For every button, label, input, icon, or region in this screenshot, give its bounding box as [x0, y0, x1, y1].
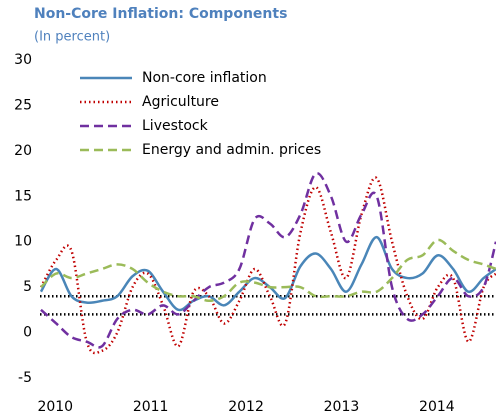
y-tick-label: 30	[14, 52, 32, 68]
legend-label: Agriculture	[142, 94, 219, 110]
legend-label: Livestock	[142, 118, 209, 134]
chart-subtitle: (In percent)	[34, 30, 110, 45]
y-tick-label: 25	[14, 97, 32, 113]
x-tick-label: 2014	[419, 399, 455, 415]
legend-label: Energy and admin. prices	[142, 142, 321, 158]
y-tick-label: 15	[14, 188, 32, 204]
series-line	[40, 238, 496, 303]
series-line	[40, 171, 496, 349]
x-tick-label: 2012	[228, 399, 264, 415]
legend-label: Non-core inflation	[142, 70, 267, 86]
y-tick-label: 0	[23, 325, 32, 341]
x-tick-label: 2013	[324, 399, 360, 415]
chart-title: Non-Core Inflation: Components	[34, 6, 287, 22]
y-tick-label: 20	[14, 143, 32, 159]
y-tick-label: 10	[14, 234, 32, 250]
x-tick-label: 2011	[133, 399, 169, 415]
y-tick-label: 5	[23, 279, 32, 295]
y-tick-label: -5	[18, 370, 32, 386]
plot-area	[40, 171, 496, 355]
x-tick-label: 2010	[37, 399, 73, 415]
